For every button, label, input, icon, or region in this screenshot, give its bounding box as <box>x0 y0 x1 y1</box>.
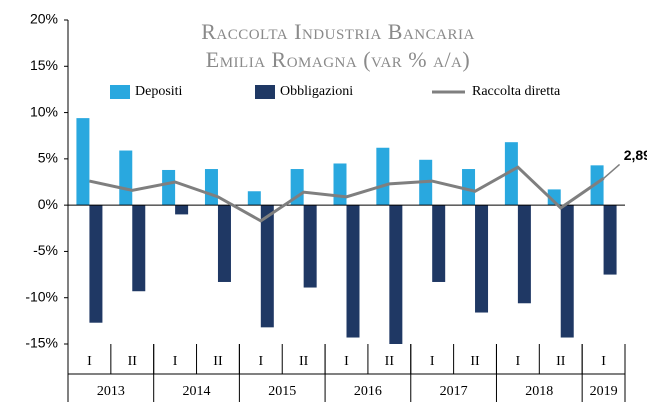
y-tick-label: -15% <box>25 335 58 351</box>
legend-label: Depositi <box>135 84 183 99</box>
data-label: 2,89% <box>624 147 647 163</box>
x-group-label: 2014 <box>183 384 211 399</box>
legend-swatch <box>255 85 275 99</box>
bar <box>475 205 489 313</box>
y-tick-label: 20% <box>30 11 58 27</box>
bar <box>590 165 604 206</box>
bar <box>376 147 390 206</box>
label-leader <box>603 163 621 179</box>
bar <box>504 142 518 206</box>
bar <box>346 205 360 338</box>
x-group-label: 2015 <box>268 384 296 399</box>
chart-subtitle: Emilia Romagna (var % a/a) <box>206 47 470 72</box>
line <box>89 165 605 223</box>
bar <box>547 189 561 206</box>
x-tick-label: II <box>556 354 566 369</box>
bar <box>175 205 189 215</box>
x-tick-label: II <box>299 354 309 369</box>
bar <box>260 205 274 328</box>
legend-label: Obbligazioni <box>280 84 353 99</box>
y-tick-label: 0% <box>38 196 58 212</box>
y-tick-label: 15% <box>30 57 58 73</box>
bar <box>603 205 617 275</box>
y-tick-label: 10% <box>30 103 58 119</box>
bar <box>432 205 446 282</box>
bar <box>76 118 90 206</box>
y-tick-label: -10% <box>25 288 58 304</box>
x-tick-label: I <box>601 354 606 369</box>
bar <box>247 191 261 206</box>
bar <box>132 205 146 292</box>
bar <box>517 205 531 304</box>
bar <box>119 150 133 206</box>
x-tick-label: I <box>430 354 435 369</box>
bar <box>217 205 231 282</box>
x-group-label: 2018 <box>525 384 553 399</box>
x-tick-label: I <box>258 354 263 369</box>
bar <box>303 205 317 288</box>
x-tick-label: I <box>173 354 178 369</box>
x-tick-label: II <box>213 354 223 369</box>
bar <box>204 169 218 206</box>
x-group-label: 2017 <box>440 384 468 399</box>
legend-swatch <box>110 85 130 99</box>
x-group-label: 2016 <box>354 384 382 399</box>
bar <box>333 163 347 206</box>
y-tick-label: 5% <box>38 150 58 166</box>
x-tick-label: II <box>470 354 480 369</box>
y-tick-label: -5% <box>33 242 58 258</box>
bar <box>389 205 403 344</box>
x-tick-label: II <box>128 354 138 369</box>
chart-title: Raccolta Industria Bancaria <box>201 19 475 44</box>
bar <box>560 205 574 338</box>
x-tick-label: I <box>344 354 349 369</box>
bar <box>89 205 103 323</box>
bar <box>462 169 476 206</box>
x-tick-label: II <box>385 354 395 369</box>
bar <box>162 169 176 206</box>
x-group-label: 2013 <box>97 384 125 399</box>
x-tick-label: I <box>87 354 92 369</box>
legend-label: Raccolta diretta <box>472 84 561 99</box>
x-tick-label: I <box>516 354 521 369</box>
x-group-label: 2019 <box>590 384 618 399</box>
